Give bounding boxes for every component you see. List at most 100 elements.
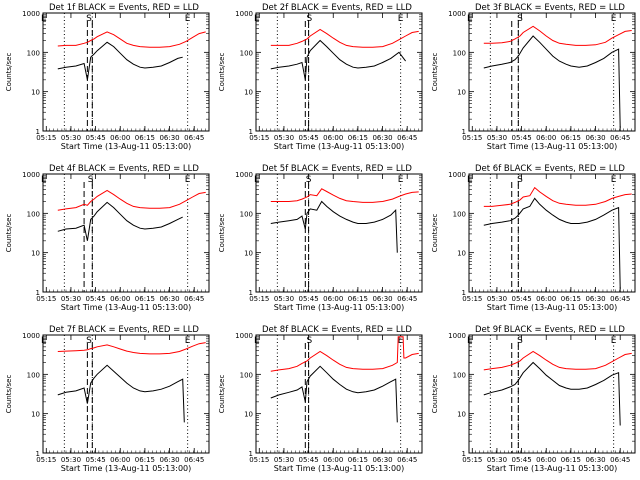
x-tick-label: 06:00 [536, 134, 556, 142]
detector-panel-2: Det 2f BLACK = Events, RED = LLD Counts/s… [218, 3, 423, 151]
y-tick-label: 1 [462, 289, 466, 297]
x-tick-label: 05:15 [462, 295, 482, 303]
interval-marker-label: S [86, 14, 92, 24]
x-axis-label: Start Time (13-Aug-11 05:13:00) [61, 303, 192, 312]
y-tick-label: 1 [249, 289, 253, 297]
y-tick-label: 100 [240, 210, 253, 218]
y-axis-label: Counts/sec [5, 53, 13, 92]
series-line-lld [270, 336, 419, 372]
x-axis-label: Start Time (13-Aug-11 05:13:00) [61, 464, 192, 473]
y-tick-label: 1 [462, 128, 466, 136]
x-tick-label: 05:30 [487, 456, 507, 464]
plot-frame [42, 12, 210, 132]
series-line-events [57, 201, 183, 241]
y-tick-label: 100 [240, 371, 253, 379]
x-tick-label: 06:15 [348, 456, 368, 464]
x-tick-label: 05:15 [249, 456, 269, 464]
interval-marker-label: E [41, 14, 47, 24]
x-tick-label: 05:15 [36, 456, 56, 464]
interval-marker-label: E [185, 175, 191, 185]
x-tick-label: 05:30 [274, 295, 294, 303]
x-tick-label: 06:45 [610, 134, 630, 142]
interval-marker-label: S [517, 175, 523, 185]
y-tick-label: 1000 [22, 171, 40, 179]
y-tick-label: 100 [27, 49, 40, 57]
y-axis-label: Counts/sec [218, 53, 226, 92]
panel-title: Det 3f BLACK = Events, RED = LLD [475, 3, 625, 13]
y-axis-label: Counts/sec [431, 53, 439, 92]
x-tick-label: 05:45 [512, 134, 532, 142]
y-axis-label: Counts/sec [218, 214, 226, 253]
y-axis-label: Counts/sec [218, 375, 226, 414]
x-tick-label: 06:15 [561, 456, 581, 464]
plot-frame [255, 334, 423, 454]
series-line-lld [270, 188, 419, 203]
x-tick-label: 06:30 [159, 456, 179, 464]
y-tick-label: 100 [240, 49, 253, 57]
x-tick-label: 06:30 [372, 295, 392, 303]
interval-marker-label: S [517, 14, 523, 24]
y-axis-label: Counts/sec [431, 375, 439, 414]
y-tick-label: 10 [31, 411, 40, 419]
y-tick-label: 1000 [22, 10, 40, 18]
plot-frame [468, 12, 636, 132]
x-tick-label: 05:15 [36, 134, 56, 142]
x-tick-label: 06:30 [585, 134, 605, 142]
interval-marker-label: E [467, 336, 473, 346]
x-tick-label: 05:15 [36, 295, 56, 303]
series-line-events [270, 200, 398, 253]
y-tick-label: 10 [244, 89, 253, 97]
y-tick-label: 100 [453, 371, 466, 379]
interval-marker-label: E [398, 14, 404, 24]
interval-marker-label: E [254, 14, 260, 24]
y-tick-label: 10 [244, 411, 253, 419]
y-tick-label: 10 [457, 250, 466, 258]
x-tick-label: 05:45 [512, 456, 532, 464]
detector-panel-1: Det 1f BLACK = Events, RED = LLD Counts/s… [5, 3, 210, 151]
x-tick-label: 05:45 [299, 456, 319, 464]
x-axis-label: Start Time (13-Aug-11 05:13:00) [274, 464, 405, 473]
series-line-lld [57, 189, 206, 211]
x-tick-label: 05:45 [299, 295, 319, 303]
y-tick-label: 10 [244, 250, 253, 258]
plot-frame [468, 173, 636, 293]
x-tick-label: 05:30 [274, 134, 294, 142]
y-tick-label: 10 [31, 89, 40, 97]
x-tick-label: 05:15 [462, 456, 482, 464]
y-tick-label: 100 [27, 210, 40, 218]
y-tick-label: 100 [27, 371, 40, 379]
interval-marker-label: E [398, 336, 404, 346]
y-tick-label: 1 [36, 450, 40, 458]
y-tick-label: 1000 [235, 10, 253, 18]
x-tick-label: 06:30 [159, 134, 179, 142]
x-tick-label: 06:00 [110, 295, 130, 303]
y-tick-label: 10 [457, 89, 466, 97]
y-tick-label: 1000 [448, 10, 466, 18]
x-tick-label: 05:45 [86, 134, 106, 142]
y-tick-label: 1000 [22, 332, 40, 340]
y-tick-label: 1 [249, 450, 253, 458]
y-tick-label: 1 [462, 450, 466, 458]
x-axis-label: Start Time (13-Aug-11 05:13:00) [487, 464, 618, 473]
y-axis-label: Counts/sec [431, 214, 439, 253]
detector-panel-8: Det 8f BLACK = Events, RED = LLD Counts/s… [218, 325, 423, 473]
panel-title: Det 8f BLACK = Events, RED = LLD [262, 325, 412, 335]
interval-marker-label: S [88, 175, 94, 185]
x-tick-label: 06:00 [323, 456, 343, 464]
plot-frame [255, 12, 423, 132]
series-line-lld [270, 28, 419, 48]
x-tick-label: 05:45 [86, 295, 106, 303]
panel-title: Det 2f BLACK = Events, RED = LLD [262, 3, 412, 13]
x-tick-label: 06:30 [372, 456, 392, 464]
plot-frame [42, 173, 210, 293]
interval-marker-label: S [306, 175, 312, 185]
y-tick-label: 100 [453, 49, 466, 57]
y-tick-label: 1 [36, 128, 40, 136]
x-tick-label: 05:30 [487, 295, 507, 303]
series-line-lld [57, 31, 206, 48]
series-line-events [57, 364, 185, 423]
interval-marker-label: E [254, 336, 260, 346]
detector-panel-9: Det 9f BLACK = Events, RED = LLD Counts/s… [431, 325, 636, 473]
panel-title: Det 5f BLACK = Events, RED = LLD [262, 164, 412, 174]
